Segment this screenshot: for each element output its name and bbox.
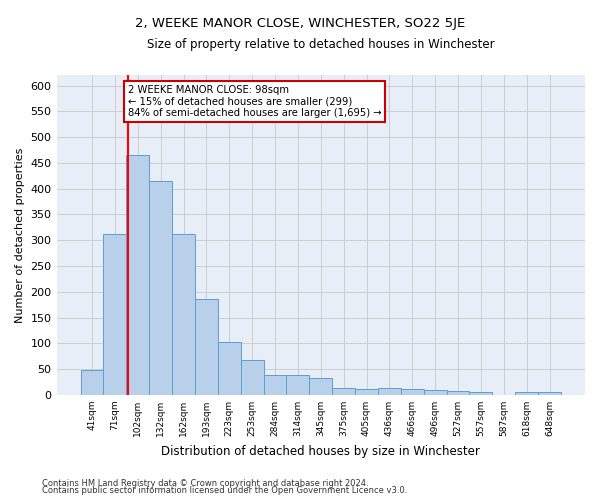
Bar [378,388,401,395]
Bar [218,342,241,395]
Bar [80,370,103,395]
Bar [424,390,446,395]
Bar [127,155,149,395]
Bar [149,181,172,395]
Bar [446,391,469,395]
Bar [263,376,286,395]
X-axis label: Distribution of detached houses by size in Winchester: Distribution of detached houses by size … [161,444,480,458]
Text: 2, WEEKE MANOR CLOSE, WINCHESTER, SO22 5JE: 2, WEEKE MANOR CLOSE, WINCHESTER, SO22 5… [135,18,465,30]
Bar [286,376,310,395]
Bar [515,392,538,395]
Text: Contains HM Land Registry data © Crown copyright and database right 2024.: Contains HM Land Registry data © Crown c… [42,478,368,488]
Text: 2 WEEKE MANOR CLOSE: 98sqm
← 15% of detached houses are smaller (299)
84% of sem: 2 WEEKE MANOR CLOSE: 98sqm ← 15% of deta… [128,85,382,118]
Y-axis label: Number of detached properties: Number of detached properties [15,148,25,323]
Bar [538,392,561,395]
Bar [401,388,424,395]
Text: Contains public sector information licensed under the Open Government Licence v3: Contains public sector information licen… [42,486,407,495]
Bar [241,360,263,395]
Bar [310,378,332,395]
Bar [332,388,355,395]
Bar [469,392,493,395]
Bar [172,234,195,395]
Bar [103,234,127,395]
Title: Size of property relative to detached houses in Winchester: Size of property relative to detached ho… [147,38,494,51]
Bar [355,388,378,395]
Bar [195,298,218,395]
